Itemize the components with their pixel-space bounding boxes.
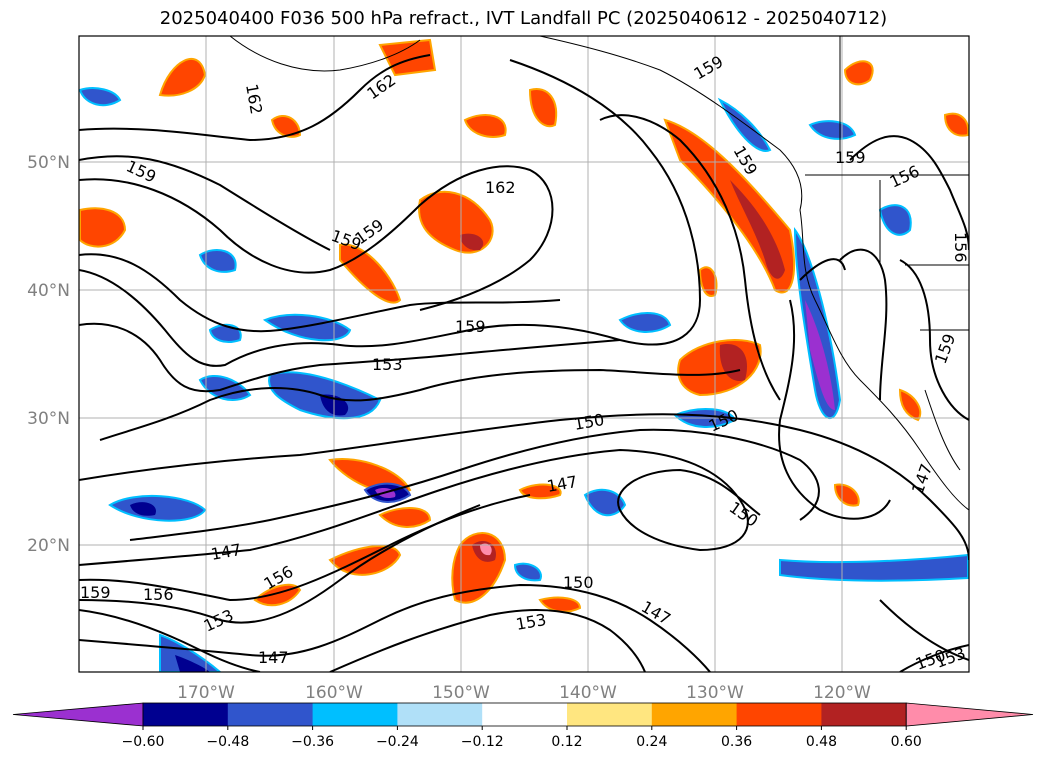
map-frame [78, 35, 970, 673]
contour-label: 150 [563, 573, 594, 592]
contour-label: 153 [372, 355, 403, 374]
lon-tick-label: 120°W [813, 683, 871, 703]
lon-tick-label: 160°W [305, 683, 363, 703]
colorbar-tick-label: 0.12 [551, 734, 582, 750]
colorbar-tick-label: −0.60 [122, 734, 165, 750]
colorbar-segment [227, 703, 314, 726]
lon-tick-label: 150°W [432, 683, 490, 703]
contour-label: 159 [80, 583, 111, 602]
lon-tick-label: 140°W [559, 683, 617, 703]
colorbar-segment [312, 703, 398, 726]
contour-label: 162 [485, 178, 516, 197]
colorbar-extend-high [905, 702, 1034, 727]
colorbar-segment [736, 703, 822, 726]
refractivity-shading [79, 38, 969, 672]
colorbar-tick-label: 0.36 [721, 734, 752, 750]
lon-axis-labels: 170°W 160°W 150°W 140°W 130°W 120°W [177, 683, 871, 703]
colorbar-segment [482, 703, 568, 726]
colorbar-segment [397, 703, 483, 726]
colorbar-segment [651, 703, 738, 726]
contour-label: 159 [455, 317, 486, 336]
colorbar-tick-label: 0.24 [636, 734, 667, 750]
lat-axis-labels: 50°N 40°N 30°N 20°N [27, 153, 70, 556]
contour-label: 147 [258, 648, 289, 667]
colorbar-tick-label: −0.12 [461, 734, 504, 750]
lat-tick-label: 40°N [27, 281, 70, 301]
colorbar-outline [142, 702, 907, 727]
colorbar-segment [567, 703, 653, 726]
lat-tick-label: 20°N [27, 536, 70, 556]
lon-tick-label: 170°W [177, 683, 235, 703]
contour-label: 159 [835, 148, 866, 167]
colorbar-tick-label: 0.60 [891, 734, 922, 750]
colorbar-segment [143, 703, 229, 726]
colorbar-tick-label: −0.36 [291, 734, 334, 750]
contour-label: 156 [143, 585, 174, 604]
map-title: 2025040400 F036 500 hPa refract., IVT La… [159, 8, 888, 29]
colorbar-tick-label: −0.48 [206, 734, 249, 750]
contour-label: 156 [951, 232, 970, 263]
lat-tick-label: 50°N [27, 153, 70, 173]
colorbar-extend-low [12, 702, 144, 727]
colorbar-tick-label: −0.24 [376, 734, 419, 750]
lon-tick-label: 130°W [686, 683, 744, 703]
colorbar-tick-label: 0.48 [806, 734, 837, 750]
height-contours [79, 54, 969, 672]
colorbar-segment [821, 703, 907, 726]
colorbar: −0.60 −0.48 −0.36 −0.24 −0.12 0.12 0.24 0.36 0.4… [12, 702, 1034, 750]
lat-tick-label: 30°N [27, 409, 70, 429]
